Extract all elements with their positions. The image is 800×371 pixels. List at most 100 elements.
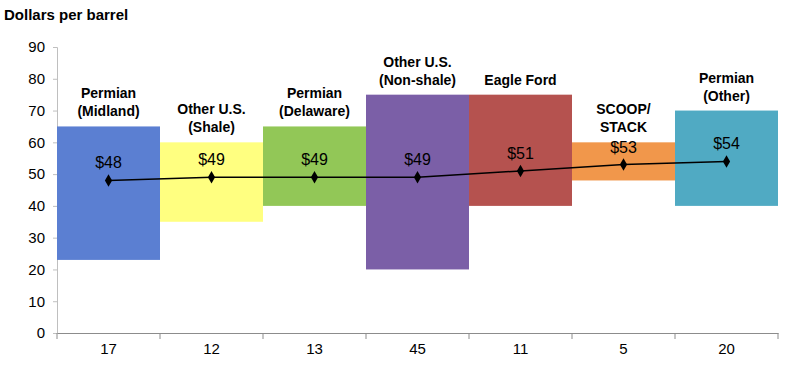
x-axis-line bbox=[58, 333, 779, 334]
category-label: Permian (Delaware) bbox=[279, 85, 350, 119]
y-axis: 0 10 20 30 40 50 60 70 80 90 bbox=[28, 38, 57, 341]
plot-area bbox=[57, 95, 778, 270]
average-marker bbox=[620, 158, 627, 170]
y-tick-mark bbox=[53, 142, 57, 143]
average-marker bbox=[208, 171, 215, 183]
y-tick-mark bbox=[53, 206, 57, 207]
y-tick: 70 bbox=[28, 102, 57, 119]
x-tick: 11 bbox=[513, 340, 529, 357]
y-tick-label: 80 bbox=[28, 70, 45, 87]
x-tick: 17 bbox=[100, 340, 117, 357]
y-tick: 20 bbox=[28, 261, 57, 278]
y-tick-mark bbox=[53, 47, 57, 48]
x-tick-label: 11 bbox=[513, 340, 529, 357]
x-tick: 45 bbox=[409, 340, 426, 357]
y-tick-mark bbox=[53, 111, 57, 112]
x-tick-label: 12 bbox=[203, 340, 220, 357]
data-label: $49 bbox=[301, 151, 328, 168]
category-label: Permian(Other) bbox=[699, 70, 754, 104]
y-tick-label: 0 bbox=[37, 324, 45, 341]
data-label: $49 bbox=[404, 151, 431, 168]
y-tick: 30 bbox=[28, 229, 57, 246]
x-tick-label: 20 bbox=[718, 340, 735, 357]
category-label-line: (Non-shale) bbox=[379, 72, 456, 88]
range-bar bbox=[160, 142, 263, 221]
x-tick-label: 45 bbox=[409, 340, 426, 357]
y-tick-mark bbox=[53, 333, 57, 334]
y-tick: 40 bbox=[28, 197, 57, 214]
data-label: $51 bbox=[507, 145, 534, 162]
category-label-line: (Shale) bbox=[188, 119, 235, 135]
average-marker bbox=[311, 171, 318, 183]
x-tick-label: 13 bbox=[306, 340, 323, 357]
y-tick: 80 bbox=[28, 70, 57, 87]
average-marker bbox=[105, 174, 112, 186]
x-tick: 13 bbox=[306, 340, 323, 357]
y-tick-label: 20 bbox=[28, 261, 45, 278]
y-tick-mark bbox=[53, 174, 57, 175]
x-divider bbox=[675, 333, 676, 339]
category-label-line: Other U.S. bbox=[383, 54, 451, 70]
x-divider bbox=[366, 333, 367, 339]
category-label-line: Other U.S. bbox=[177, 101, 245, 117]
y-tick: 90 bbox=[28, 38, 57, 55]
category-label: Other U.S. (Non-shale) bbox=[379, 54, 456, 88]
x-axis: 17 12 13 45 11 5 20 bbox=[58, 334, 779, 357]
category-label-line: (Other) bbox=[703, 88, 750, 104]
category-label: Permian (Midland) bbox=[77, 85, 139, 119]
average-marker bbox=[517, 165, 524, 177]
y-tick-label: 10 bbox=[28, 293, 45, 310]
range-bar bbox=[675, 111, 778, 206]
y-tick-mark bbox=[53, 269, 57, 270]
range-bar bbox=[57, 126, 160, 259]
x-divider bbox=[57, 333, 58, 339]
y-tick-label: 40 bbox=[28, 197, 45, 214]
average-marker bbox=[414, 171, 421, 183]
x-dividers bbox=[57, 333, 778, 339]
data-label: $49 bbox=[198, 151, 225, 168]
x-tick-label: 17 bbox=[100, 340, 117, 357]
data-label: $54 bbox=[713, 135, 740, 152]
category-label: SCOOP/STACK bbox=[596, 101, 651, 135]
x-tick-label: 5 bbox=[619, 340, 627, 357]
x-divider bbox=[572, 333, 573, 339]
average-marker bbox=[723, 155, 730, 167]
y-tick: 0 bbox=[37, 324, 57, 341]
range-bar bbox=[263, 126, 366, 205]
x-divider bbox=[263, 333, 264, 339]
x-tick: 5 bbox=[619, 340, 627, 357]
x-tick: 20 bbox=[718, 340, 735, 357]
category-label-line: STACK bbox=[600, 119, 647, 135]
data-label: $53 bbox=[610, 139, 637, 156]
category-label-line: Permian bbox=[81, 85, 136, 101]
category-label: Other U.S. (Shale) bbox=[177, 101, 245, 135]
category-label-line: Permian bbox=[287, 85, 342, 101]
x-divider bbox=[469, 333, 470, 339]
chart: Dollars per barrel0102030405060708090171… bbox=[0, 0, 800, 371]
category-labels: Permian (Midland) Other U.S. (Shale) Permian… bbox=[77, 54, 754, 136]
y-tick-label: 60 bbox=[28, 134, 45, 151]
y-tick-label: 50 bbox=[28, 165, 45, 182]
y-tick: 50 bbox=[28, 165, 57, 182]
y-tick-label: 30 bbox=[28, 229, 45, 246]
x-divider bbox=[778, 333, 779, 339]
y-axis-title: Dollars per barrel bbox=[4, 6, 128, 23]
y-tick: 10 bbox=[28, 293, 57, 310]
category-label-line: Eagle Ford bbox=[484, 72, 556, 88]
category-label-line: (Delaware) bbox=[279, 103, 350, 119]
category-label-line: (Midland) bbox=[77, 103, 139, 119]
data-label: $48 bbox=[95, 154, 122, 171]
y-tick: 60 bbox=[28, 134, 57, 151]
y-tick-mark bbox=[53, 79, 57, 80]
y-tick-label: 70 bbox=[28, 102, 45, 119]
x-divider bbox=[160, 333, 161, 339]
category-label: Eagle Ford bbox=[484, 72, 556, 88]
y-tick-mark bbox=[53, 238, 57, 239]
range-bar bbox=[366, 95, 469, 270]
x-tick: 12 bbox=[203, 340, 220, 357]
data-labels: $48 $49 $49 $49 $51 $53 $54 bbox=[95, 135, 740, 171]
category-label-line: SCOOP/ bbox=[596, 101, 651, 117]
range-bar bbox=[469, 95, 572, 206]
y-axis-line bbox=[53, 48, 58, 334]
y-tick-label: 90 bbox=[28, 38, 45, 55]
